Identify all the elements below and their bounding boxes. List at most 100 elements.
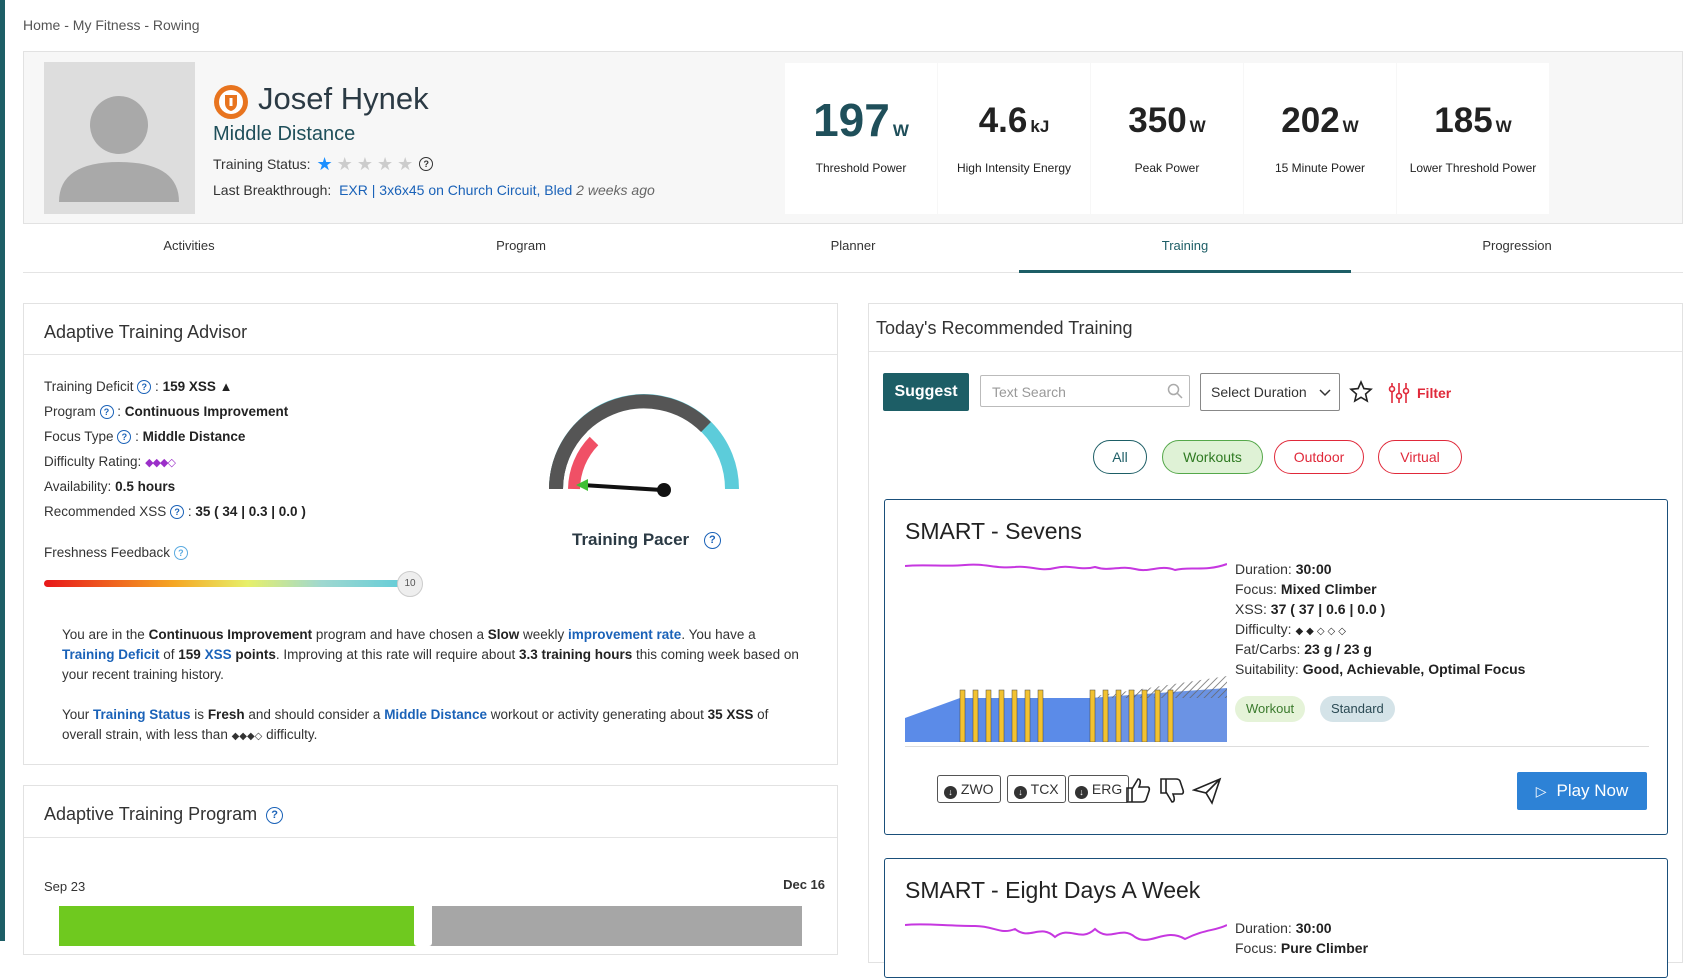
panel-title: Today's Recommended Training: [876, 318, 1133, 338]
help-icon[interactable]: ?: [173, 546, 188, 561]
recommended-training-panel: Today's Recommended Training Suggest Tex…: [868, 303, 1683, 978]
download-tcx-button[interactable]: ↓ TCX: [1007, 775, 1066, 803]
search-input[interactable]: Text Search: [980, 375, 1190, 407]
freshness-slider-handle[interactable]: 10: [397, 571, 423, 597]
star-filled-icon: ★: [316, 154, 333, 174]
download-icon: ↓: [944, 786, 957, 799]
workout-focus: Focus: Mixed Climber: [1235, 581, 1377, 597]
focus-type-value: Middle Distance: [142, 429, 246, 444]
tab-training[interactable]: Training: [1019, 224, 1351, 273]
tab-progression[interactable]: Progression: [1482, 238, 1552, 253]
workout-profile-chart: [905, 563, 1227, 742]
workout-difficulty: Difficulty: ◆◆◇◇◇: [1235, 621, 1349, 637]
star-rating: ★ ★ ★ ★ ★: [316, 154, 414, 174]
pill-outdoor[interactable]: Outdoor: [1274, 440, 1364, 474]
metric-value: 350: [1128, 101, 1187, 140]
help-icon[interactable]: ?: [137, 380, 152, 395]
search-icon: [1167, 383, 1183, 399]
download-icon: ↓: [1014, 786, 1027, 799]
workout-title[interactable]: SMART - Sevens: [905, 518, 1082, 544]
difficulty-rating-row: Difficulty Rating: ◆◆◆◇: [44, 454, 176, 469]
difficulty-diamonds: ◆◆◆◇: [145, 457, 176, 469]
tab-planner[interactable]: Planner: [830, 238, 876, 253]
tab-activities[interactable]: Activities: [163, 238, 215, 253]
last-breakthrough-link[interactable]: EXR | 3x6x45 on Church Circuit, Bled: [339, 182, 573, 198]
panel-header: Adaptive Training Advisor: [24, 304, 837, 355]
workout-card[interactable]: SMART - Sevens Duration: 30:00 Focus: Mi…: [884, 499, 1668, 835]
pill-workouts[interactable]: Workouts: [1162, 440, 1263, 474]
availability-value: 0.5 hours: [115, 479, 176, 494]
breadcrumb[interactable]: Home - My Fitness - Rowing: [23, 17, 200, 33]
help-icon[interactable]: ?: [703, 532, 721, 550]
freshness-feedback-row: Freshness Feedback ?: [44, 545, 188, 561]
training-deficit-row: Training Deficit ? : 159 XSS ▲: [44, 379, 233, 395]
chevron-down-icon: [1319, 389, 1331, 397]
avatar: [44, 62, 195, 214]
thumbs-down-icon[interactable]: [1157, 776, 1187, 806]
recommended-xss-high: 0.3: [248, 504, 268, 519]
panel-header: Adaptive Training Program ?: [24, 786, 837, 838]
athlete-type: Middle Distance: [213, 123, 356, 145]
training-status: Training Status: ★ ★ ★ ★ ★ ?: [213, 154, 434, 174]
xss-link[interactable]: XSS: [204, 647, 232, 662]
freshness-slider-track[interactable]: [44, 580, 414, 587]
workout-profile-chart: [905, 923, 1227, 941]
thumbs-up-icon[interactable]: [1123, 775, 1153, 805]
middle-distance-link[interactable]: Middle Distance: [384, 707, 487, 722]
duration-select[interactable]: Select Duration: [1200, 373, 1340, 411]
search-placeholder: Text Search: [992, 384, 1066, 400]
metric-high-intensity-energy: 4.6 kJ High Intensity Energy: [938, 63, 1090, 214]
metric-value: 197: [813, 94, 890, 146]
help-icon[interactable]: ?: [266, 806, 284, 824]
workout-focus: Focus: Pure Climber: [1235, 940, 1369, 956]
panel-title: Adaptive Training Advisor: [44, 322, 248, 342]
metric-unit: W: [1495, 117, 1512, 136]
adaptive-training-advisor-panel: Adaptive Training Advisor Training Defic…: [23, 303, 838, 765]
warning-icon: ▲: [219, 379, 233, 394]
tag-standard: Standard: [1320, 696, 1395, 722]
play-icon: ▷: [1535, 783, 1547, 799]
metric-label: Threshold Power: [815, 161, 907, 175]
training-status-link[interactable]: Training Status: [93, 707, 191, 722]
help-icon[interactable]: ?: [170, 505, 185, 520]
training-status-label: Training Status:: [213, 156, 311, 172]
help-icon[interactable]: ?: [419, 157, 434, 171]
play-now-button[interactable]: ▷ Play Now: [1517, 772, 1647, 810]
panel-title: Adaptive Training Program ?: [44, 804, 284, 825]
download-erg-button[interactable]: ↓ ERG: [1068, 775, 1130, 803]
help-icon[interactable]: ?: [117, 430, 132, 445]
workout-suitability: Suitability: Good, Achievable, Optimal F…: [1235, 661, 1526, 677]
download-zwo-button[interactable]: ↓ ZWO: [937, 775, 1001, 803]
duration-select-value: Select Duration: [1211, 384, 1307, 400]
metric-15-minute-power: 202 W 15 Minute Power: [1244, 63, 1396, 214]
training-deficit-link[interactable]: Training Deficit: [62, 647, 160, 662]
metric-label: High Intensity Energy: [956, 161, 1072, 175]
program-progress-fill: [59, 906, 424, 946]
favorite-star-icon[interactable]: [1349, 380, 1373, 404]
training-deficit-label: Training Deficit: [44, 379, 134, 394]
metric-unit: W: [1342, 117, 1359, 136]
difficulty-rating-label: Difficulty Rating:: [44, 454, 142, 469]
workout-card[interactable]: SMART - Eight Days A Week Duration: 30:0…: [884, 858, 1668, 978]
athlete-name: Josef Hynek: [258, 81, 429, 116]
send-icon[interactable]: [1192, 776, 1222, 806]
workout-title[interactable]: SMART - Eight Days A Week: [905, 877, 1201, 903]
suggest-button[interactable]: Suggest: [883, 373, 969, 411]
filter-button[interactable]: Filter: [1387, 380, 1451, 406]
workout-duration: Duration: 30:00: [1235, 920, 1332, 936]
workout-fat-carbs: Fat/Carbs: 23 g / 23 g: [1235, 641, 1372, 657]
program-title-text: Adaptive Training Program: [44, 804, 258, 824]
program-row: Program ? : Continuous Improvement: [44, 404, 289, 420]
tab-program[interactable]: Program: [496, 238, 546, 253]
tab-bar: Activities Program Planner Training Prog…: [23, 224, 1683, 273]
card-divider: [905, 746, 1649, 747]
pill-all[interactable]: All: [1093, 440, 1147, 474]
metric-label: Peak Power: [1134, 161, 1200, 175]
advisor-paragraph-1: You are in the Continuous Improvement pr…: [62, 627, 799, 682]
improvement-rate-link[interactable]: improvement rate: [568, 627, 682, 642]
help-icon[interactable]: ?: [99, 405, 114, 420]
program-value: Continuous Improvement: [124, 404, 289, 419]
pill-virtual[interactable]: Virtual: [1378, 440, 1462, 474]
program-label: Program: [44, 404, 96, 419]
metric-unit: W: [1189, 117, 1206, 136]
